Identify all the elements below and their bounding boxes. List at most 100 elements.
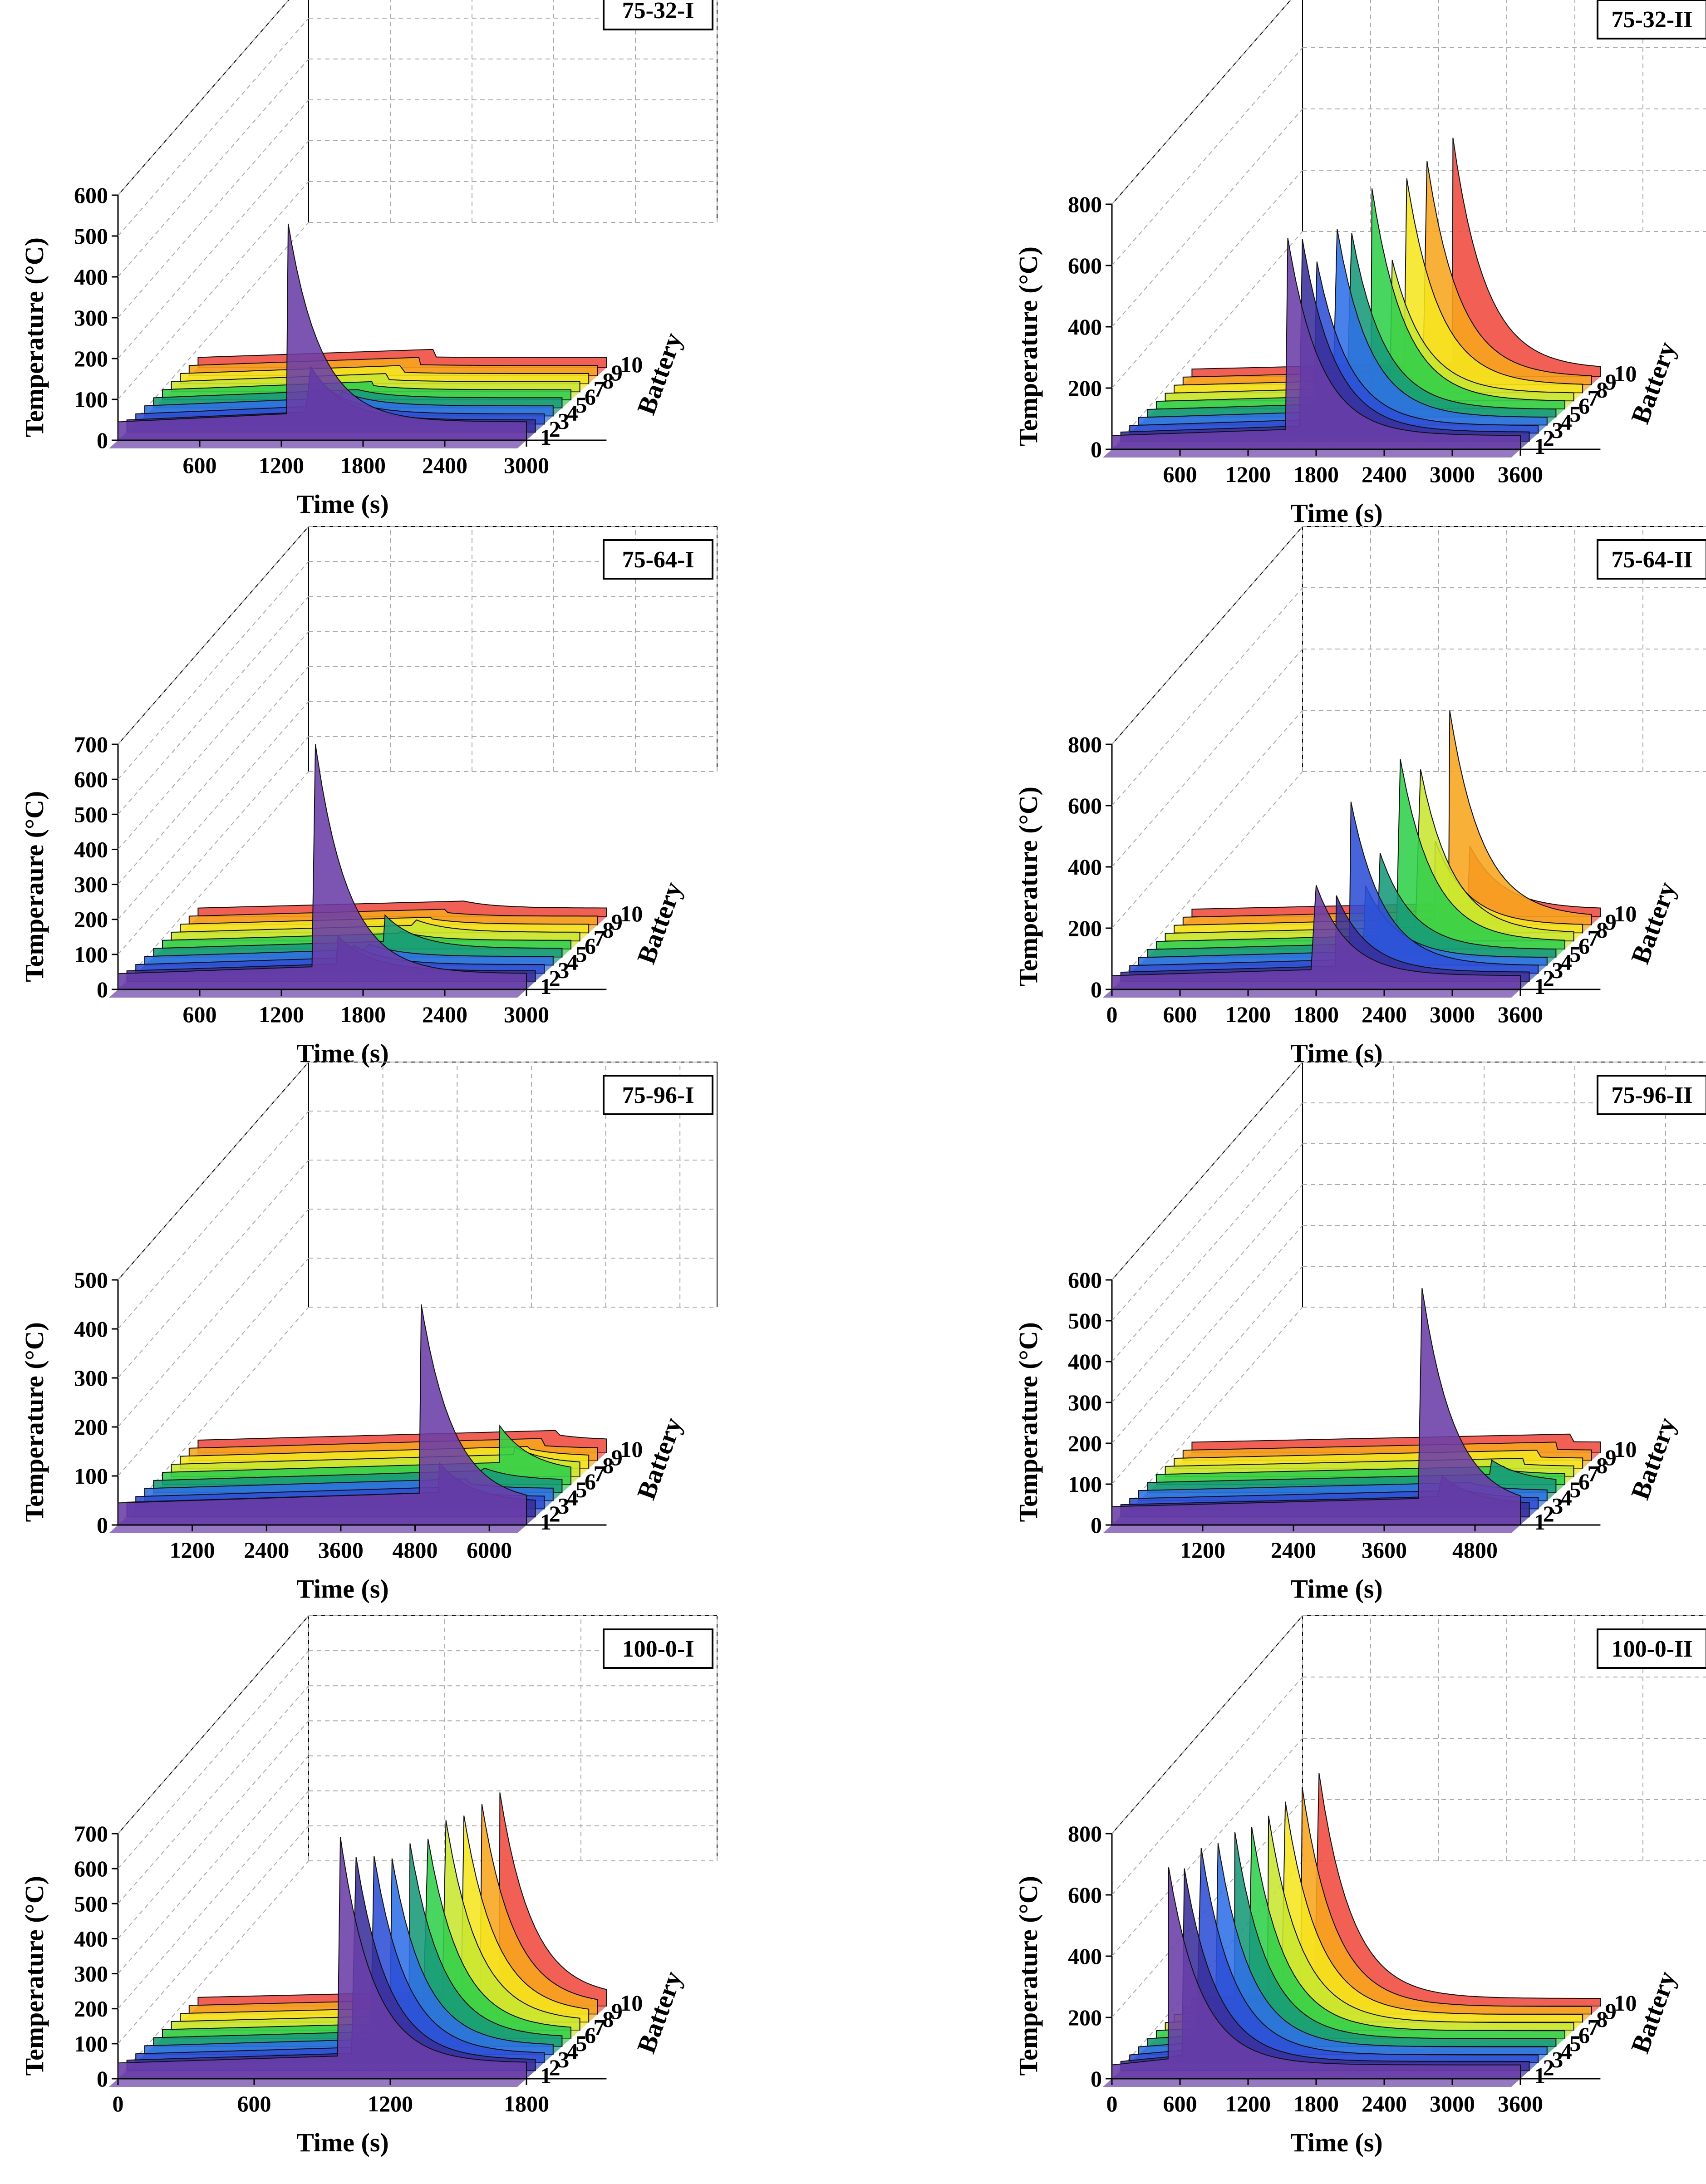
x-tick-label: 3600 [318,1537,364,1563]
grid-line [118,1685,309,1904]
y-tick-label: 400 [74,264,108,290]
y-tick-label: 100 [74,387,108,412]
panel-title-box [603,0,713,30]
z-tick-label: 8 [602,2007,614,2032]
z-tick-label: 4 [567,2039,578,2064]
y-tick-label: 800 [1068,1821,1102,1846]
battery-ridge-4 [1138,229,1548,426]
x-tick-label: 2400 [1362,1002,1407,1027]
y-tick-label: 600 [1068,253,1102,278]
z-tick-label: 10 [1614,361,1637,386]
y-tick-label: 200 [74,1996,108,2022]
x-tick-label: 0 [113,2091,124,2116]
y-tick-label: 500 [74,1267,108,1293]
y-tick-label: 200 [1068,2005,1102,2030]
z-tick-label: 9 [1605,1445,1617,1470]
grid-line [118,59,309,277]
grid-line [118,181,309,400]
battery-ridge-1 [1111,1288,1521,1525]
battery-ridge-1 [118,744,527,990]
y-tick-label: 300 [74,872,108,897]
panel-title-box [1597,1628,1706,1669]
z-tick-label: 6 [585,2022,596,2048]
z-tick-label: 5 [1569,941,1581,967]
z-tick-label: 3 [558,408,569,433]
z-tick-label: 10 [1614,1436,1637,1462]
grid-line [118,0,290,196]
x-tick-label: 1200 [368,2091,413,2116]
x-axis-title: Time (s) [296,1574,389,1604]
z-tick-label: 2 [1543,2055,1554,2080]
y-tick-label: 600 [74,767,108,792]
grid-line [1111,1225,1303,1444]
grid-line [118,1650,309,1869]
y-tick-label: 600 [74,182,108,208]
z-tick-label: 6 [1578,1469,1590,1494]
z-tick-label: 8 [602,917,614,943]
grid-line [118,701,309,920]
wall-top-left-edge [118,0,290,196]
x-axis-title: Time (s) [1290,2128,1383,2157]
z-tick-label: 3 [558,2046,569,2072]
panel-2: 600 1200 1800 2400 3000 3600 0 200 400 600 800 1234… [1013,0,1706,528]
panel-title-box [603,1628,713,1669]
grid-line [118,1755,309,1974]
y-tick-label: 200 [74,907,108,932]
panel-4: 0 600 1200 1800 2400 3000 3600 0 200 400 600 800 123… [1013,526,1706,1068]
panel-title: 100-0-II [1611,1636,1692,1662]
z-tick-label: 5 [1569,2031,1581,2056]
grid-line [118,526,309,745]
z-tick-label: 4 [1561,1485,1572,1510]
z-tick-label: 1 [540,1509,551,1535]
grid-line [118,561,309,780]
panel-title: 75-64-II [1611,547,1692,573]
grid-line [1111,1266,1303,1485]
y-tick-label: 400 [74,1926,108,1951]
y-tick-label: 400 [74,1316,108,1342]
x-tick-label: 2400 [1362,2091,1407,2116]
x-tick-label: 3600 [1498,462,1543,487]
grid-line [1111,1143,1303,1362]
z-tick-label: 3 [1552,417,1563,443]
y-tick-label: 100 [1068,1471,1102,1497]
grid-line [118,736,309,955]
battery-ridge-2 [1120,1868,1530,2071]
panel-3: 600 1200 1800 2400 3000 0 100 200 300 400 500 600 70… [20,526,718,1068]
grid-line [118,1615,309,1834]
x-tick-label: 3600 [1498,1002,1543,1027]
battery-ridge-1 [1111,1867,1521,2079]
x-tick-label: 1800 [504,2091,549,2116]
x-tick-label: 3600 [1362,1537,1407,1563]
x-tick-label: 600 [183,1002,217,1027]
z-tick-label: 10 [1614,901,1637,926]
grid-line [1111,47,1303,266]
y-tick-label: 500 [74,1891,108,1916]
y-tick-label: 300 [1068,1390,1102,1415]
y-tick-label: 100 [74,942,108,967]
grid-line [118,1111,309,1329]
y-tick-label: 700 [74,732,108,757]
grid-line [118,140,309,359]
y-tick-label: 200 [1068,1431,1102,1456]
panel-title: 75-64-I [622,547,694,573]
y-tick-label: 500 [1068,1308,1102,1333]
battery-ridge-1 [1111,885,1521,990]
y-tick-label: 200 [74,346,108,371]
x-tick-label: 3000 [504,1002,549,1027]
y-tick-label: 300 [74,1365,108,1391]
grid-line [1111,231,1303,450]
x-tick-label: 1800 [1293,2091,1339,2116]
panel-8: 0 600 1200 1800 2400 3000 3600 0 200 400 600 800 123… [1013,1615,1706,2157]
x-tick-label: 1800 [1293,1002,1339,1027]
z-tick-label: 9 [611,1445,623,1470]
panel-title: 75-96-I [622,1082,694,1108]
x-tick-label: 1200 [170,1537,215,1563]
x-tick-label: 2400 [244,1537,289,1563]
z-tick-label: 2 [549,1501,560,1526]
grid-line [118,1790,309,2009]
z-tick-label: 5 [1569,1477,1581,1502]
z-tick-label: 6 [585,1469,596,1494]
grid-line [118,1160,309,1378]
x-tick-label: 3600 [1498,2091,1543,2116]
wall-top-left-edge [1111,0,1292,205]
